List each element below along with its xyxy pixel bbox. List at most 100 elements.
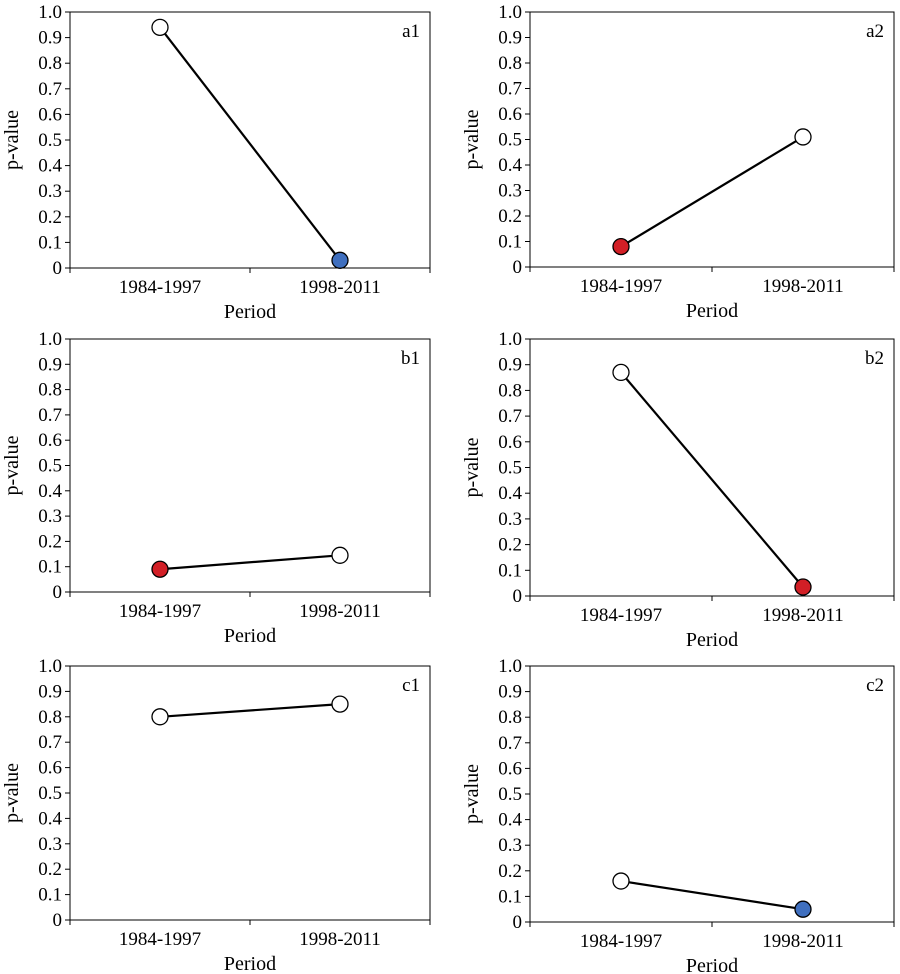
chart-c2-y-tick-label: 0.7 — [498, 733, 522, 754]
chart-a2-series-line — [620, 136, 804, 248]
chart-c2-y-tick-label: 0.5 — [498, 784, 522, 805]
chart-c2-point-2 — [794, 900, 812, 918]
chart-c2-point-1 — [612, 872, 630, 890]
chart-a1-point-2 — [331, 251, 349, 269]
chart-a2-x-tick-label: 1984-1997 — [580, 276, 662, 297]
chart-b2-point-1 — [612, 363, 630, 382]
chart-b2-panel-label: b2 — [865, 348, 884, 369]
chart-b1-y-tick-label: 0.5 — [38, 456, 62, 477]
chart-b2-y-tick-label: 0.7 — [498, 406, 522, 427]
chart-c1-panel-label: c1 — [402, 675, 420, 696]
chart-c1-x-axis-title: Period — [224, 953, 276, 974]
chart-a1-x-tick-label: 1984-1997 — [119, 277, 201, 298]
chart-a1-y-tick-label: 0.7 — [38, 79, 62, 100]
chart-b1-y-tick-label: 0.2 — [38, 531, 62, 552]
chart-a2-panel-label: a2 — [866, 21, 884, 42]
chart-c2-y-tick-label: 0.2 — [498, 861, 522, 882]
chart-c1-series-line — [159, 703, 341, 718]
chart-a1-y-tick-label: 0.3 — [38, 181, 62, 202]
chart-a2-y-tick-label: 0.1 — [498, 232, 522, 253]
chart-b1-series-line — [159, 554, 341, 571]
chart-c2-y-tick-label: 0.6 — [498, 758, 522, 779]
chart-a1-x-axis-title: Period — [224, 301, 276, 323]
chart-a1-panel-label: a1 — [402, 21, 420, 42]
chart-a2-point-1 — [612, 237, 630, 256]
chart-b1-y-axis-title: p-value — [1, 435, 23, 495]
chart-a1-y-tick-label: 0.2 — [38, 207, 62, 228]
chart-a2-x-tick-label: 1998-2011 — [762, 276, 844, 297]
chart-a2-y-tick-label: 0.7 — [498, 79, 522, 100]
chart-a1-y-tick-label: 0.9 — [38, 28, 62, 49]
chart-b2-plot-area — [529, 338, 895, 597]
chart-a1-plot-area — [69, 11, 431, 269]
chart-c2: 0 0.1 0.2 0.3 0.4 0.5 0.6 0.7 0.8 0.9 1.0 1984-1997… — [461, 656, 895, 974]
chart-c1-point-2 — [331, 695, 349, 713]
chart-b1-y-tick-label: 0.8 — [38, 380, 62, 401]
chart-a2-y-tick-label: 0.5 — [498, 130, 522, 151]
chart-a1-point-1 — [151, 18, 169, 37]
chart-b2-x-axis-title: Period — [686, 629, 738, 651]
chart-c2-y-axis-title: p-value — [461, 764, 483, 824]
chart-b1-y-tick-label: 1.0 — [38, 329, 62, 350]
chart-a2-y-tick-label: 0.4 — [498, 155, 522, 176]
chart-a1-y-tick-label: 0.6 — [38, 104, 62, 125]
chart-b1-x-tick-label: 1998-2011 — [299, 601, 381, 622]
chart-a2-y-tick-label: 0.2 — [498, 206, 522, 227]
chart-c1-plot-area — [69, 665, 431, 921]
chart-a2-y-tick-label: 0.9 — [498, 28, 522, 49]
chart-b2-y-tick-label: 0.3 — [498, 509, 522, 530]
chart-b1: 0 0.1 0.2 0.3 0.4 0.5 0.6 0.7 0.8 0.9 1.0 1984-1997… — [1, 329, 431, 647]
chart-b1-point-1 — [151, 560, 169, 578]
chart-c2-y-tick-label: 0.3 — [498, 835, 522, 856]
chart-b2-series-line — [620, 371, 804, 588]
chart-c2-x-tick-label: 1984-1997 — [580, 931, 662, 952]
chart-c1-y-tick-label: 1.0 — [38, 656, 62, 677]
chart-b2-y-tick-label: 0.2 — [498, 535, 522, 556]
chart-c1-y-axis-title: p-value — [1, 763, 23, 823]
chart-c2-y-tick-label: 1.0 — [498, 656, 522, 677]
chart-c1-y-tick-label: 0 — [53, 910, 63, 931]
chart-c2-x-tick-label: 1998-2011 — [762, 931, 844, 952]
chart-c2-y-tick-label: 0 — [513, 912, 523, 933]
chart-a2-y-tick-label: 0 — [513, 257, 523, 278]
chart-a1-y-tick-label: 0.4 — [38, 156, 62, 177]
chart-b1-y-tick-label: 0 — [53, 582, 63, 603]
chart-c2-x-axis-title: Period — [686, 955, 738, 974]
chart-a1-y-tick-label: 0.8 — [38, 53, 62, 74]
chart-c2-y-tick-label: 0.8 — [498, 707, 522, 728]
chart-c1-point-1 — [151, 708, 169, 726]
chart-c1-y-tick-label: 0.2 — [38, 859, 62, 880]
chart-c2-plot-area — [529, 665, 895, 923]
chart-b2-y-tick-label: 0.6 — [498, 432, 522, 453]
chart-c2-y-tick-label: 0.1 — [498, 886, 522, 907]
chart-b1-y-tick-label: 0.7 — [38, 405, 62, 426]
chart-a2-y-tick-label: 0.3 — [498, 181, 522, 202]
chart-a1-y-tick-label: 0 — [53, 258, 63, 279]
chart-c1-y-tick-label: 0.1 — [38, 885, 62, 906]
chart-c1-y-tick-label: 0.9 — [38, 681, 62, 702]
chart-b1-y-tick-label: 0.6 — [38, 430, 62, 451]
chart-a2-point-2 — [794, 128, 812, 146]
chart-c2-y-tick-label: 0.9 — [498, 682, 522, 703]
chart-c1-y-tick-label: 0.6 — [38, 758, 62, 779]
chart-a1-y-tick-label: 1.0 — [38, 2, 62, 23]
chart-b1-y-tick-label: 0.4 — [38, 481, 62, 502]
chart-b2-point-2 — [794, 578, 812, 596]
chart-b1-panel-label: b1 — [401, 348, 420, 369]
chart-b1-x-axis-title: Period — [224, 625, 276, 647]
chart-c1-x-tick-label: 1984-1997 — [119, 929, 201, 950]
chart-b2-y-tick-label: 0.5 — [498, 458, 522, 479]
chart-a2-y-axis-title: p-value — [461, 109, 483, 169]
chart-b2-y-tick-label: 0.1 — [498, 560, 522, 581]
chart-b1-y-tick-label: 0.3 — [38, 506, 62, 527]
chart-b1-point-2 — [331, 546, 349, 564]
chart-b2-x-tick-label: 1984-1997 — [580, 605, 662, 626]
chart-a1-x-tick-label: 1998-2011 — [299, 277, 381, 298]
chart-c1: 0 0.1 0.2 0.3 0.4 0.5 0.6 0.7 0.8 0.9 1.0 1984-1997… — [1, 656, 431, 974]
chart-b1-x-tick-label: 1984-1997 — [119, 601, 201, 622]
chart-b2-y-tick-label: 0.8 — [498, 380, 522, 401]
chart-c1-y-tick-label: 0.3 — [38, 834, 62, 855]
chart-c2-series-line — [620, 879, 804, 911]
chart-b2-y-tick-label: 0 — [513, 586, 523, 607]
